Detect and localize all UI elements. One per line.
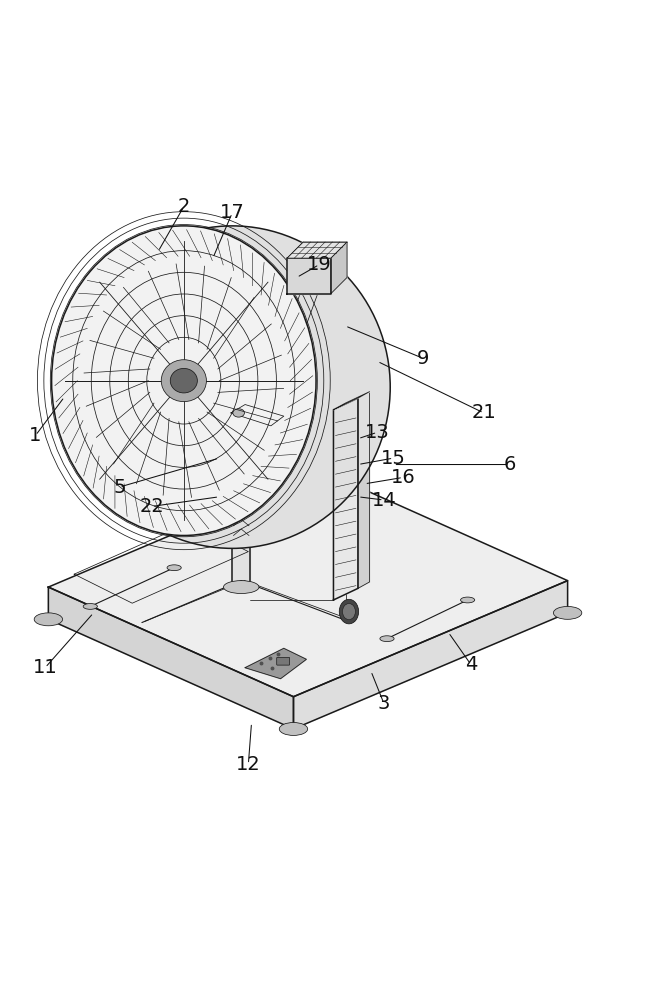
Text: 17: 17 xyxy=(220,203,244,222)
Ellipse shape xyxy=(339,599,359,624)
Polygon shape xyxy=(331,242,347,294)
Ellipse shape xyxy=(232,409,250,417)
Text: 12: 12 xyxy=(236,755,261,774)
Polygon shape xyxy=(231,405,284,426)
Polygon shape xyxy=(48,587,293,729)
Polygon shape xyxy=(287,258,331,294)
Ellipse shape xyxy=(161,360,206,402)
Text: 11: 11 xyxy=(33,658,57,677)
Ellipse shape xyxy=(74,226,390,548)
Polygon shape xyxy=(333,392,370,410)
Ellipse shape xyxy=(553,606,582,619)
Text: 16: 16 xyxy=(391,468,415,487)
Ellipse shape xyxy=(170,368,197,393)
Ellipse shape xyxy=(380,636,394,642)
Polygon shape xyxy=(48,471,568,697)
Ellipse shape xyxy=(83,604,97,609)
Polygon shape xyxy=(287,242,347,258)
Polygon shape xyxy=(333,398,358,600)
Text: 13: 13 xyxy=(365,423,390,442)
Text: 2: 2 xyxy=(177,197,190,216)
Ellipse shape xyxy=(279,723,308,735)
Text: 22: 22 xyxy=(139,497,164,516)
Ellipse shape xyxy=(223,581,259,594)
Polygon shape xyxy=(358,392,370,588)
Ellipse shape xyxy=(34,613,63,626)
Text: 21: 21 xyxy=(471,403,496,422)
Text: 4: 4 xyxy=(464,655,477,674)
Text: 3: 3 xyxy=(377,694,390,713)
Text: 14: 14 xyxy=(372,490,396,510)
Text: 9: 9 xyxy=(416,349,429,368)
Ellipse shape xyxy=(461,597,475,603)
Text: 1: 1 xyxy=(29,426,42,445)
Text: 5: 5 xyxy=(113,478,126,497)
Polygon shape xyxy=(232,413,250,587)
Ellipse shape xyxy=(342,604,355,620)
Polygon shape xyxy=(245,648,306,679)
FancyBboxPatch shape xyxy=(277,657,290,665)
Ellipse shape xyxy=(167,565,181,571)
Ellipse shape xyxy=(52,226,316,535)
Polygon shape xyxy=(293,581,568,729)
Text: 15: 15 xyxy=(381,449,406,468)
Text: 6: 6 xyxy=(503,455,516,474)
Text: 19: 19 xyxy=(307,255,332,274)
Ellipse shape xyxy=(233,409,244,417)
